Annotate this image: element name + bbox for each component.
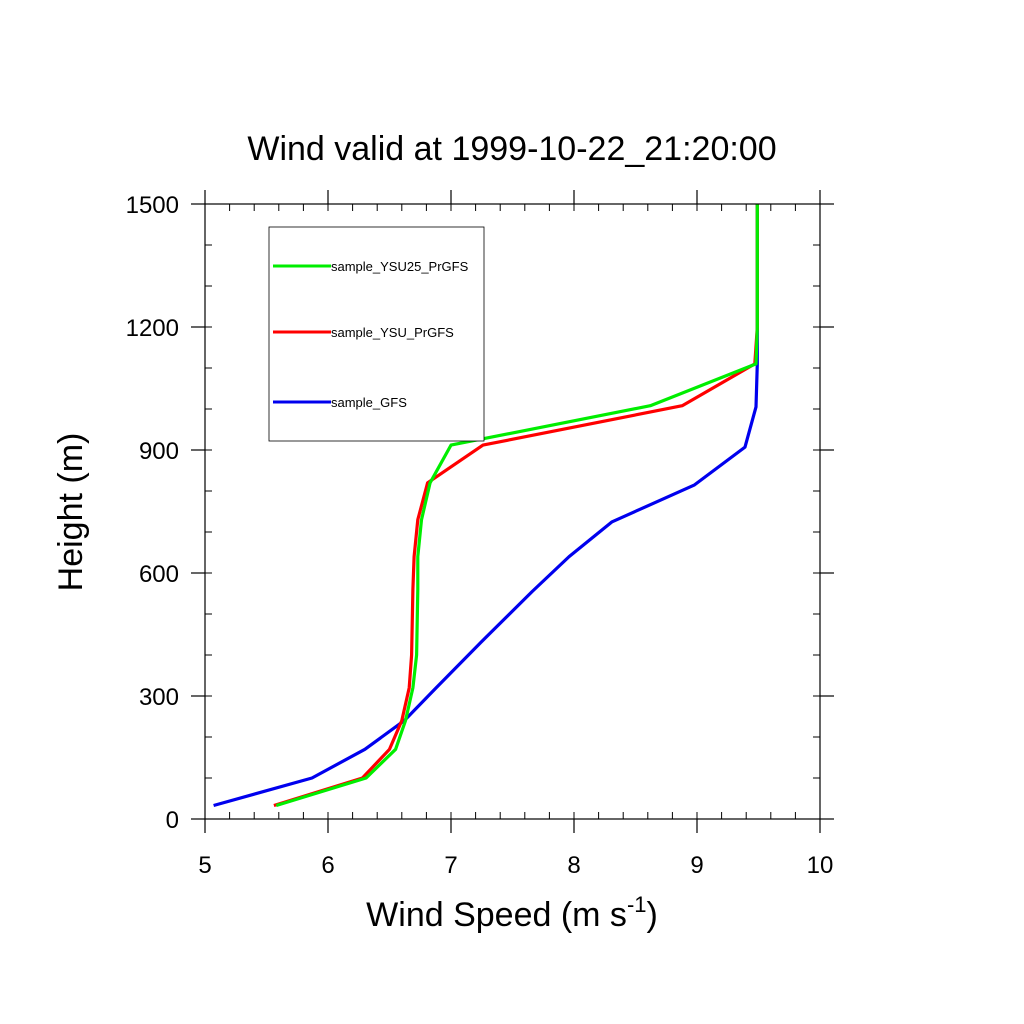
x-tick-label: 10 xyxy=(807,852,834,879)
x-tick-label: 8 xyxy=(567,852,580,879)
axis-tick-labels: 5 6 7 8 9 10 0 300 600 900 1200 1500 xyxy=(126,192,834,879)
legend-label: sample_YSU25_PrGFS xyxy=(331,259,469,274)
x-tick-label: 7 xyxy=(444,852,457,879)
series-line-sample_YSU25_PrGFS xyxy=(275,204,759,808)
series-lines xyxy=(213,204,759,808)
legend-label: sample_GFS xyxy=(331,395,407,410)
y-tick-label: 1500 xyxy=(126,192,179,219)
series-line-sample_GFS xyxy=(213,204,759,808)
series-line-sample_YSU_PrGFS xyxy=(273,204,759,808)
y-tick-label: 1200 xyxy=(126,315,179,342)
y-tick-label: 300 xyxy=(139,684,179,711)
y-axis-title: Height (m) xyxy=(52,433,90,592)
legend-label: sample_YSU_PrGFS xyxy=(331,325,454,340)
x-tick-label: 5 xyxy=(198,852,211,879)
x-tick-label: 9 xyxy=(690,852,703,879)
x-axis-title-suffix: ) xyxy=(647,896,658,934)
y-tick-label: 900 xyxy=(139,438,179,465)
x-axis-title: Wind Speed (m s-1) xyxy=(366,892,658,934)
legend-box xyxy=(268,226,485,442)
x-axis-title-superscript: -1 xyxy=(627,892,647,917)
y-tick-label: 600 xyxy=(139,561,179,588)
x-axis-title-main: Wind Speed (m s xyxy=(366,896,627,934)
legend: sample_YSU25_PrGFS sample_YSU_PrGFSsample… xyxy=(268,226,485,442)
plot-frame xyxy=(204,203,821,820)
y-tick-label: 0 xyxy=(166,807,179,834)
chart-title: Wind valid at 1999-10-22_21:20:00 xyxy=(247,130,776,168)
x-tick-label: 6 xyxy=(321,852,334,879)
